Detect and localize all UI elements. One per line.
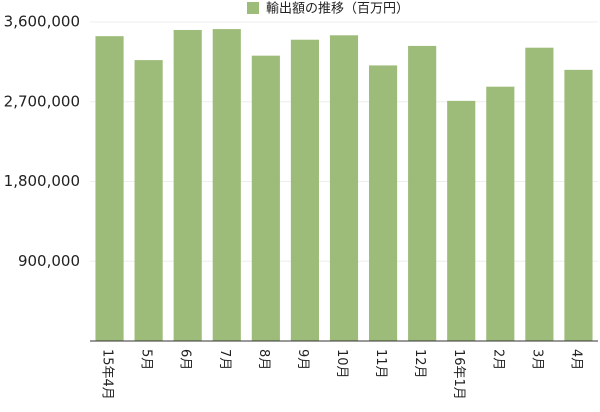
x-tick-label: 3月 [529,349,544,370]
bar [486,86,515,341]
bar [212,29,241,341]
bar [329,35,359,342]
y-tick-label: 3,600,000 [4,13,80,31]
bar [408,45,437,342]
bar [251,55,280,342]
legend-label: 輸出額の推移（百万円） [266,2,409,17]
x-tick-label: 16年1月 [451,349,466,400]
bar [290,39,319,341]
x-tick-label: 8月 [256,349,271,370]
x-tick-label: 10月 [334,349,349,379]
x-tick-label: 6月 [178,349,193,370]
y-tick-label: 900,000 [18,252,80,270]
x-tick-label: 4月 [568,349,583,370]
x-tick-label: 9月 [295,349,310,370]
legend-swatch [247,2,259,14]
bar [525,47,554,341]
x-tick-label: 5月 [139,349,154,370]
x-tick-label: 15年4月 [100,349,115,400]
bar [173,29,202,341]
x-tick-label: 12月 [412,349,427,379]
bar [564,69,593,341]
x-tick-label: 2月 [490,349,505,370]
bar [95,36,124,342]
bar [134,60,163,341]
x-tick-label: 7月 [217,349,232,370]
y-tick-label: 2,700,000 [4,92,80,110]
bar [369,65,398,342]
y-tick-label: 1,800,000 [4,172,80,190]
bar [447,100,476,341]
x-tick-label: 11月 [373,349,388,379]
